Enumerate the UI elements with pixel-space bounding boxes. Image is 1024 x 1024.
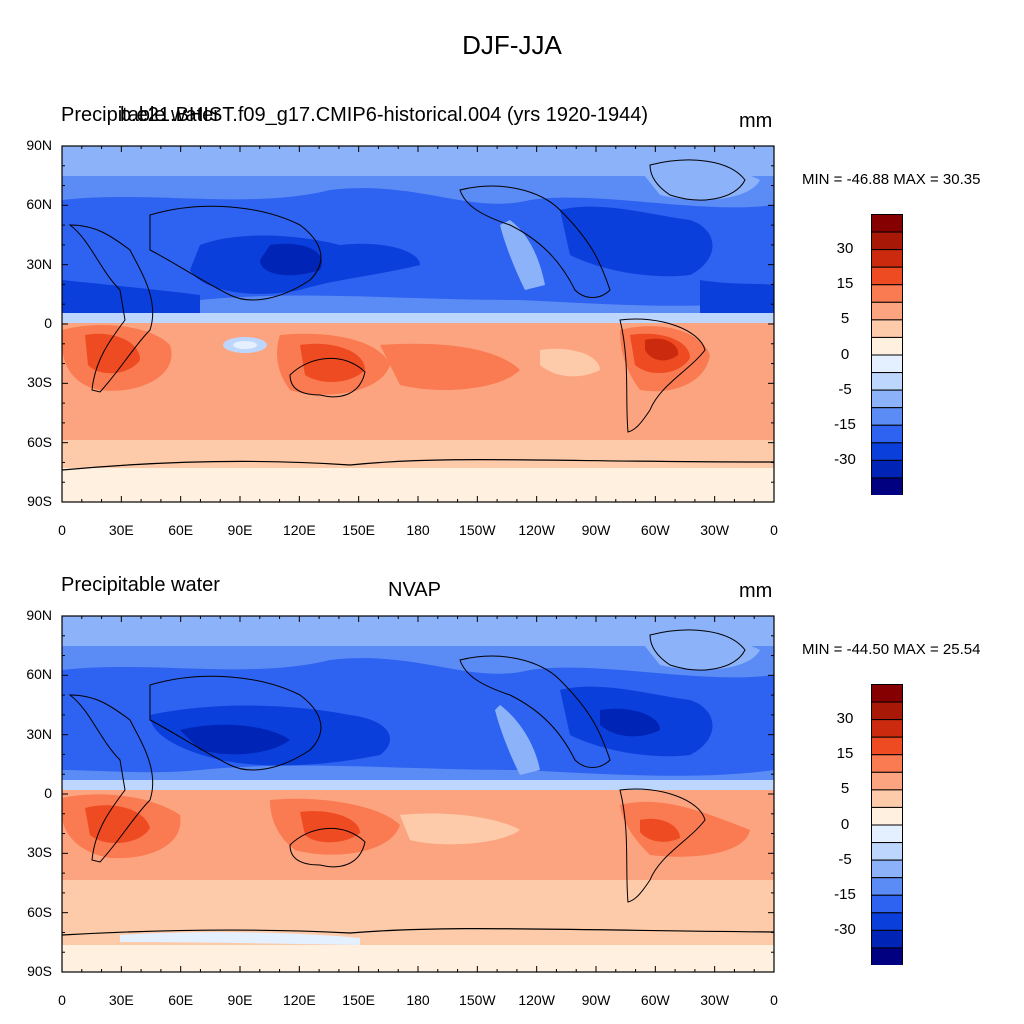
panel1-lat-ticks bbox=[62, 145, 774, 503]
colorbar-box bbox=[871, 947, 903, 965]
lon-label: 90W bbox=[581, 522, 611, 538]
lon-label: 0 bbox=[770, 522, 778, 538]
lon-label: 90W bbox=[581, 992, 611, 1008]
panel2-lon-ticks bbox=[61, 616, 775, 972]
lat-label: 60N bbox=[26, 196, 52, 213]
lon-label: 120E bbox=[282, 522, 316, 538]
colorbar-box bbox=[871, 771, 903, 791]
lon-label: 0 bbox=[770, 992, 778, 1008]
lon-label: 120E bbox=[282, 992, 316, 1008]
panel2-contours bbox=[62, 616, 774, 972]
lon-label: 150W bbox=[459, 522, 496, 538]
colorbar-box bbox=[871, 477, 903, 495]
figure-title: DJF-JJA bbox=[462, 30, 562, 60]
colorbar-box bbox=[871, 736, 903, 756]
lat-label: 90S bbox=[27, 963, 52, 979]
lon-label: 180 bbox=[406, 992, 430, 1008]
panel1-colorbar bbox=[871, 214, 903, 495]
colorbar-label: 5 bbox=[840, 780, 850, 798]
colorbar-box bbox=[871, 842, 903, 861]
colorbar-box bbox=[871, 754, 903, 773]
lat-label: 90N bbox=[26, 137, 52, 153]
lat-label: 0 bbox=[44, 785, 52, 801]
lat-label: 30N bbox=[26, 725, 52, 742]
colorbar-box bbox=[871, 789, 903, 808]
lon-label: 0 bbox=[58, 992, 66, 1008]
colorbar-box bbox=[871, 859, 903, 879]
lat-label: 60S bbox=[27, 433, 52, 450]
colorbar-label: -5 bbox=[838, 380, 852, 398]
lon-label: 0 bbox=[58, 522, 66, 538]
lon-label: 150W bbox=[459, 992, 496, 1008]
lon-label: 60W bbox=[640, 992, 670, 1008]
lat-label: 90S bbox=[27, 493, 52, 509]
lon-label: 60E bbox=[168, 992, 194, 1008]
colorbar-box bbox=[871, 877, 903, 896]
panel2-units: mm bbox=[739, 580, 773, 602]
panel1-lon-ticks bbox=[61, 146, 775, 502]
lon-label: 150E bbox=[342, 992, 375, 1008]
panel2-colorbar bbox=[871, 684, 903, 965]
panel2-minmax: MIN = -44.50 MAX = 25.54 bbox=[802, 641, 981, 658]
lat-label: 30S bbox=[27, 374, 52, 391]
colorbar-box bbox=[871, 701, 903, 721]
lon-label: 150E bbox=[342, 522, 375, 538]
colorbar-label: -30 bbox=[834, 450, 856, 468]
lon-label: 30W bbox=[700, 992, 730, 1008]
lat-label: 30N bbox=[26, 255, 52, 272]
lat-label: 0 bbox=[44, 315, 52, 331]
lon-label: 90E bbox=[227, 992, 253, 1008]
colorbar-label: 5 bbox=[840, 310, 850, 328]
lon-label: 30W bbox=[700, 522, 730, 538]
lat-label: 60N bbox=[26, 666, 52, 683]
lon-label: 120W bbox=[518, 992, 555, 1008]
colorbar-box bbox=[871, 894, 903, 914]
colorbar-box bbox=[871, 929, 903, 949]
lon-label: 30E bbox=[108, 992, 134, 1008]
colorbar-label: 15 bbox=[836, 745, 854, 763]
lon-label: 60W bbox=[640, 522, 670, 538]
panel2-lat-ticks bbox=[62, 615, 774, 973]
panel2-center-title: NVAP bbox=[388, 579, 441, 601]
colorbar-label: 30 bbox=[836, 710, 854, 728]
colorbar-box bbox=[871, 824, 903, 844]
lon-label: 120W bbox=[518, 522, 555, 538]
panel1-units: mm bbox=[739, 110, 773, 132]
colorbar-label: 30 bbox=[836, 240, 854, 258]
colorbar-label: 15 bbox=[836, 275, 854, 293]
panel1-minmax: MIN = -46.88 MAX = 30.35 bbox=[802, 171, 981, 188]
colorbar-box bbox=[871, 684, 903, 703]
lat-label: 30S bbox=[27, 844, 52, 861]
lon-label: 90E bbox=[227, 522, 253, 538]
panel1-left-title: Precipitable water bbox=[61, 104, 220, 126]
lon-label: 180 bbox=[406, 522, 430, 538]
colorbar-label: -30 bbox=[834, 920, 856, 938]
panel1-center-title: b.e21.BHIST.f09_g17.CMIP6-historical.004… bbox=[120, 104, 649, 126]
colorbar-label: 0 bbox=[840, 815, 850, 833]
colorbar-box bbox=[871, 912, 903, 931]
lat-label: 60S bbox=[27, 903, 52, 920]
panel2-left-title: Precipitable water bbox=[61, 574, 220, 596]
colorbar-label: -5 bbox=[838, 850, 852, 868]
lon-label: 30E bbox=[108, 522, 134, 538]
colorbar-label: -15 bbox=[834, 415, 856, 433]
colorbar-label: 0 bbox=[840, 345, 850, 363]
lon-label: 60E bbox=[168, 522, 194, 538]
colorbar-box bbox=[871, 806, 903, 826]
colorbar-label: -15 bbox=[834, 885, 856, 903]
colorbar-box bbox=[871, 719, 903, 738]
lat-label: 90N bbox=[26, 607, 52, 623]
